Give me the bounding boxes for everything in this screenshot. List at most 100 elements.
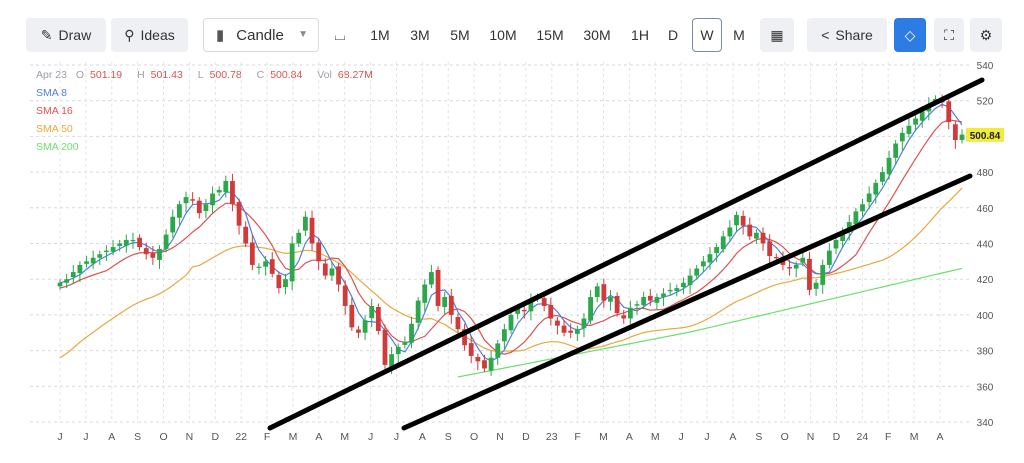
candle-body [382,329,388,365]
candle-body [117,243,123,246]
candle-body [899,132,905,142]
sma-16-label: SMA 16 [36,105,73,117]
candle-body [641,297,647,306]
y-tick-label: 420 [977,275,994,286]
candle-body [767,241,773,256]
candle-body [521,309,527,312]
sma-200-line [457,267,963,378]
diamond-icon: ◇ [904,26,916,43]
candle-body [787,267,792,269]
chart-legend: Apr 23 O 501.19 H 501.43 L 500.78 C 500.84 V… [36,66,385,156]
candle-body [110,247,116,252]
range-button-3m[interactable]: 3M [410,27,430,43]
candle-body [601,284,607,301]
x-tick-label: J [679,431,684,443]
candle-body [429,272,434,285]
candle-body [700,261,706,267]
range-button-30m[interactable]: 30M [583,27,611,43]
candle-body [362,320,368,333]
range-button-10m[interactable]: 10M [489,27,517,43]
range-button-5m[interactable]: 5M [450,27,470,43]
range-button-m[interactable]: M [733,27,745,43]
range-button-w[interactable]: W [692,18,722,52]
range-button-1m[interactable]: 1M [370,27,390,43]
candle-body [880,172,885,182]
candle-body [283,279,288,288]
high-value: 501.43 [150,69,183,81]
x-tick-label: D [833,431,841,443]
volume-value: 68.27M [337,69,373,81]
x-tick-label: O [159,431,167,443]
x-tick-label: N [186,431,194,443]
candle-body [740,216,746,226]
candle-body [462,329,467,346]
settings-button[interactable]: ⚙ [970,18,1002,52]
candle-body [727,227,733,237]
volume-label: Vol [317,69,332,81]
y-tick-label: 440 [977,240,994,251]
candle-body [555,320,560,326]
price-chart[interactable]: 340360380400420440460480500520540JJASOND… [0,60,1024,463]
chart-type-select[interactable]: ▮ Candle ▼ [203,18,319,52]
candle-body [468,343,474,356]
diamond-button[interactable]: ◇ [894,18,926,52]
close-value: 500.84 [270,69,303,81]
candle-body [495,343,501,358]
range-button-15m[interactable]: 15M [536,27,564,43]
y-tick-label: 360 [977,382,994,393]
sma-8-label: SMA 8 [36,87,67,99]
candle-body [216,189,222,193]
x-tick-label: M [289,431,298,443]
x-tick-label: S [134,431,141,443]
candle-body [183,197,189,204]
share-label: Share [835,27,873,43]
candle-body [170,216,176,233]
candle-body [435,269,441,306]
candle-body [674,288,680,291]
chart-type-label: Candle [236,26,284,44]
candle-body [482,360,487,369]
candle-body [196,200,202,214]
candle-body [176,204,182,218]
lightbulb-icon: ⚲ [124,26,135,43]
ideas-button[interactable]: ⚲ Ideas [111,18,188,52]
x-tick-label: J [704,431,709,443]
ohlc-readout: Apr 23 O 501.19 H 501.43 L 500.78 C 500.84 V… [36,66,385,84]
candle-body [634,304,640,306]
x-tick-label: D [522,431,530,443]
range-button-d[interactable]: D [667,27,679,43]
calendar-button[interactable]: ▦ [760,18,794,52]
candle-body [448,295,454,315]
fullscreen-button[interactable]: ⛶ [934,18,964,52]
x-tick-label: J [394,431,399,443]
x-tick-label: O [781,431,789,443]
candle-body [84,261,89,264]
candle-body [946,101,952,123]
share-button[interactable]: < Share [807,18,887,52]
candle-body [395,347,401,355]
candle-body [57,282,63,287]
range-button-1h[interactable]: 1H [631,27,649,43]
candle-body [541,298,547,306]
candle-body [97,254,103,258]
candle-body [163,234,169,249]
line-tool-button[interactable]: ⌴ [328,18,352,52]
sma-200-label: SMA 200 [36,141,79,153]
x-tick-label: A [419,431,426,443]
candle-body [190,199,196,201]
candle-body [77,264,83,274]
candle-body [210,193,215,206]
candle-body [952,124,958,140]
candle-body [249,242,255,265]
candle-body [873,182,879,195]
candle-body [263,261,269,267]
y-tick-label: 520 [977,97,994,108]
candle-body [369,305,375,319]
x-tick-label: M [910,431,919,443]
candle-body [913,118,918,125]
candle-body [826,250,832,265]
x-tick-label: A [626,431,633,443]
x-tick-label: M [599,431,608,443]
candle-body [64,279,70,283]
draw-button[interactable]: ✎ Draw [26,18,106,52]
